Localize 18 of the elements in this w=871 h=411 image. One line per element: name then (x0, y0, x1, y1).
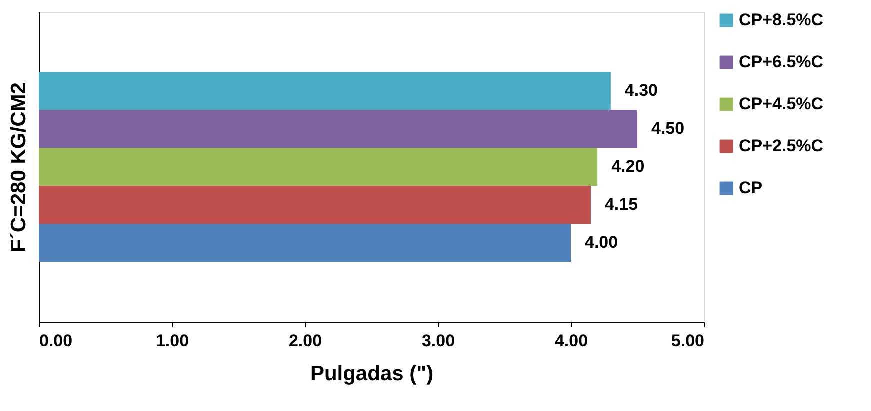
legend-label: CP+2.5%C (739, 136, 824, 156)
x-tick-label: 4.00 (554, 332, 588, 350)
legend-label: CP+6.5%C (739, 52, 824, 72)
legend-label: CP+8.5%C (739, 10, 824, 30)
x-tick-label: 0.00 (40, 332, 73, 350)
x-tick-label: 5.00 (671, 332, 704, 350)
x-tick-label: 2.00 (288, 332, 322, 350)
data-label: 4.30 (624, 81, 658, 100)
y-axis-title: F´C=280 KG/CM2 (8, 82, 30, 252)
x-tick-label: 1.00 (156, 332, 190, 350)
data-label: 4.00 (585, 232, 618, 252)
x-axis-title: Pulgadas (") (310, 362, 434, 386)
legend-label: CP (739, 178, 763, 198)
legend-label: CP+4.5%C (739, 94, 824, 114)
data-label: 4.20 (612, 157, 645, 176)
data-label: 4.50 (652, 119, 685, 138)
data-label: 4.15 (604, 194, 638, 214)
x-tick-label: 3.00 (422, 332, 456, 350)
